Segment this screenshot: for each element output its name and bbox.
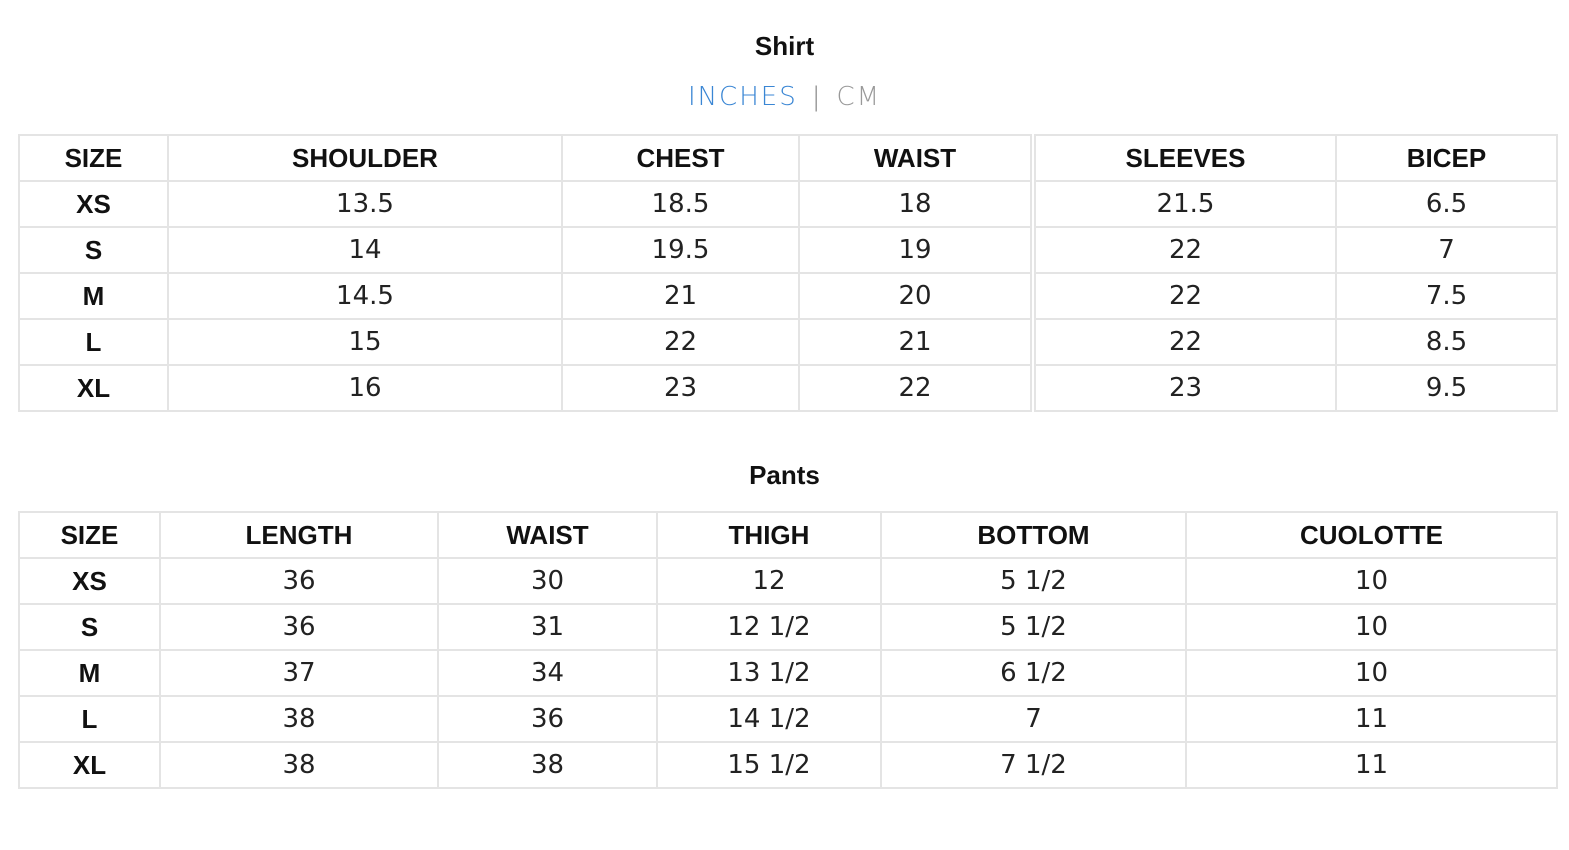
measurement-cell: 10 bbox=[1185, 603, 1558, 651]
measurement-cell: 15 1/2 bbox=[656, 741, 882, 789]
table-header-row: SIZE SHOULDER CHEST WAIST SLEEVES BICEP bbox=[18, 134, 1558, 182]
table-row: S 36 31 12 1/2 5 1/2 10 bbox=[18, 603, 1558, 651]
size-label: XS bbox=[18, 180, 169, 228]
size-label: XS bbox=[18, 557, 161, 605]
unit-toggle: INCHES | CM bbox=[0, 82, 1569, 112]
measurement-cell: 5 1/2 bbox=[880, 603, 1187, 651]
measurement-cell: 37 bbox=[159, 649, 439, 697]
table-row: XS 36 30 12 5 1/2 10 bbox=[18, 557, 1558, 605]
table-row: M 37 34 13 1/2 6 1/2 10 bbox=[18, 649, 1558, 697]
cm-toggle[interactable]: CM bbox=[836, 82, 882, 112]
measurement-cell: 7 bbox=[880, 695, 1187, 743]
size-label: XL bbox=[18, 364, 169, 412]
measurement-cell: 6.5 bbox=[1335, 180, 1558, 228]
measurement-cell: 14 bbox=[167, 226, 563, 274]
measurement-cell: 23 bbox=[1032, 364, 1337, 412]
measurement-cell: 14.5 bbox=[167, 272, 563, 320]
measurement-cell: 22 bbox=[1032, 318, 1337, 366]
measurement-cell: 13 1/2 bbox=[656, 649, 882, 697]
measurement-cell: 38 bbox=[437, 741, 658, 789]
column-header-size: SIZE bbox=[18, 511, 161, 559]
measurement-cell: 34 bbox=[437, 649, 658, 697]
measurement-cell: 13.5 bbox=[167, 180, 563, 228]
measurement-cell: 16 bbox=[167, 364, 563, 412]
pants-title: Pants bbox=[749, 460, 820, 490]
measurement-cell: 18 bbox=[798, 180, 1036, 228]
inches-toggle[interactable]: INCHES bbox=[687, 82, 798, 112]
measurement-cell: 9.5 bbox=[1335, 364, 1558, 412]
measurement-cell: 10 bbox=[1185, 649, 1558, 697]
table-row: L 38 36 14 1/2 7 11 bbox=[18, 695, 1558, 743]
measurement-cell: 21 bbox=[561, 272, 800, 320]
table-row: XL 38 38 15 1/2 7 1/2 11 bbox=[18, 741, 1558, 789]
shirt-title: Shirt bbox=[754, 31, 815, 61]
measurement-cell: 38 bbox=[159, 695, 439, 743]
measurement-cell: 8.5 bbox=[1335, 318, 1558, 366]
measurement-cell: 22 bbox=[1032, 226, 1337, 274]
measurement-cell: 22 bbox=[798, 364, 1036, 412]
measurement-cell: 21 bbox=[798, 318, 1036, 366]
measurement-cell: 6 1/2 bbox=[880, 649, 1187, 697]
size-label: XL bbox=[18, 741, 161, 789]
measurement-cell: 36 bbox=[159, 603, 439, 651]
table-row: XS 13.5 18.5 18 21.5 6.5 bbox=[18, 180, 1558, 228]
column-header-size: SIZE bbox=[18, 134, 169, 182]
shirt-size-table: SIZE SHOULDER CHEST WAIST SLEEVES BICEP XS 13.… bbox=[18, 134, 1558, 412]
column-header-cuolotte: CUOLOTTE bbox=[1185, 511, 1558, 559]
measurement-cell: 20 bbox=[798, 272, 1036, 320]
measurement-cell: 30 bbox=[437, 557, 658, 605]
measurement-cell: 10 bbox=[1185, 557, 1558, 605]
measurement-cell: 7 1/2 bbox=[880, 741, 1187, 789]
measurement-cell: 5 1/2 bbox=[880, 557, 1187, 605]
measurement-cell: 23 bbox=[561, 364, 800, 412]
size-label: M bbox=[18, 649, 161, 697]
size-label: M bbox=[18, 272, 169, 320]
measurement-cell: 36 bbox=[159, 557, 439, 605]
column-header-bicep: BICEP bbox=[1335, 134, 1558, 182]
table-row: XL 16 23 22 23 9.5 bbox=[18, 364, 1558, 412]
table-row: S 14 19.5 19 22 7 bbox=[18, 226, 1558, 274]
measurement-cell: 12 bbox=[656, 557, 882, 605]
measurement-cell: 36 bbox=[437, 695, 658, 743]
table-header-row: SIZE LENGTH WAIST THIGH BOTTOM CUOLOTTE bbox=[18, 511, 1558, 559]
measurement-cell: 7.5 bbox=[1335, 272, 1558, 320]
measurement-cell: 22 bbox=[561, 318, 800, 366]
pants-size-table: SIZE LENGTH WAIST THIGH BOTTOM CUOLOTTE XS 36 3… bbox=[18, 511, 1558, 789]
measurement-cell: 21.5 bbox=[1032, 180, 1337, 228]
measurement-cell: 22 bbox=[1032, 272, 1337, 320]
measurement-cell: 7 bbox=[1335, 226, 1558, 274]
measurement-cell: 38 bbox=[159, 741, 439, 789]
column-header-sleeves: SLEEVES bbox=[1032, 134, 1337, 182]
measurement-cell: 31 bbox=[437, 603, 658, 651]
measurement-cell: 12 1/2 bbox=[656, 603, 882, 651]
unit-separator: | bbox=[811, 82, 823, 112]
measurement-cell: 14 1/2 bbox=[656, 695, 882, 743]
column-header-bottom: BOTTOM bbox=[880, 511, 1187, 559]
size-label: S bbox=[18, 226, 169, 274]
column-header-waist: WAIST bbox=[798, 134, 1036, 182]
table-row: M 14.5 21 20 22 7.5 bbox=[18, 272, 1558, 320]
size-label: L bbox=[18, 695, 161, 743]
column-header-waist: WAIST bbox=[437, 511, 658, 559]
table-row: L 15 22 21 22 8.5 bbox=[18, 318, 1558, 366]
column-header-shoulder: SHOULDER bbox=[167, 134, 563, 182]
size-label: S bbox=[18, 603, 161, 651]
column-header-length: LENGTH bbox=[159, 511, 439, 559]
column-header-thigh: THIGH bbox=[656, 511, 882, 559]
measurement-cell: 18.5 bbox=[561, 180, 800, 228]
column-header-chest: CHEST bbox=[561, 134, 800, 182]
size-label: L bbox=[18, 318, 169, 366]
measurement-cell: 15 bbox=[167, 318, 563, 366]
measurement-cell: 19.5 bbox=[561, 226, 800, 274]
measurement-cell: 11 bbox=[1185, 741, 1558, 789]
measurement-cell: 11 bbox=[1185, 695, 1558, 743]
measurement-cell: 19 bbox=[798, 226, 1036, 274]
